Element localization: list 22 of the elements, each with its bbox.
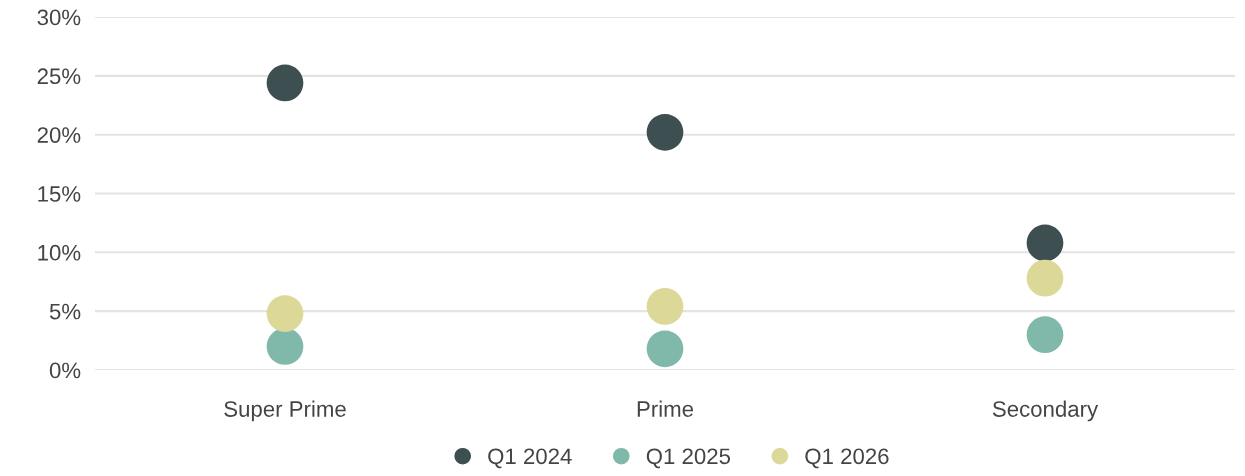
legend-label: Q1 2024 — [488, 448, 572, 469]
point — [1026, 316, 1064, 354]
point — [646, 330, 684, 368]
point — [1026, 259, 1064, 297]
legend-label: Q1 2026 — [805, 448, 889, 469]
y-tick-label: 0% — [49, 362, 81, 379]
y-tick-label: 25% — [37, 68, 81, 85]
y-tick-label: 10% — [38, 244, 81, 261]
y-tick-label: 20% — [37, 127, 81, 143]
y-tick-label: 30% — [37, 9, 81, 26]
y-tick-label: 5% — [49, 303, 81, 320]
point — [646, 113, 684, 151]
legend-label: Q1 2025 — [646, 448, 731, 469]
x-tick-label: Prime — [637, 400, 694, 417]
point — [1026, 224, 1064, 262]
x-tick-label: Secondary — [992, 400, 1099, 422]
x-tick-label: Super Prime — [224, 400, 346, 422]
point — [266, 295, 304, 332]
point — [646, 288, 684, 325]
y-tick-label: 15% — [38, 186, 81, 202]
point — [266, 64, 304, 102]
point — [266, 328, 304, 365]
